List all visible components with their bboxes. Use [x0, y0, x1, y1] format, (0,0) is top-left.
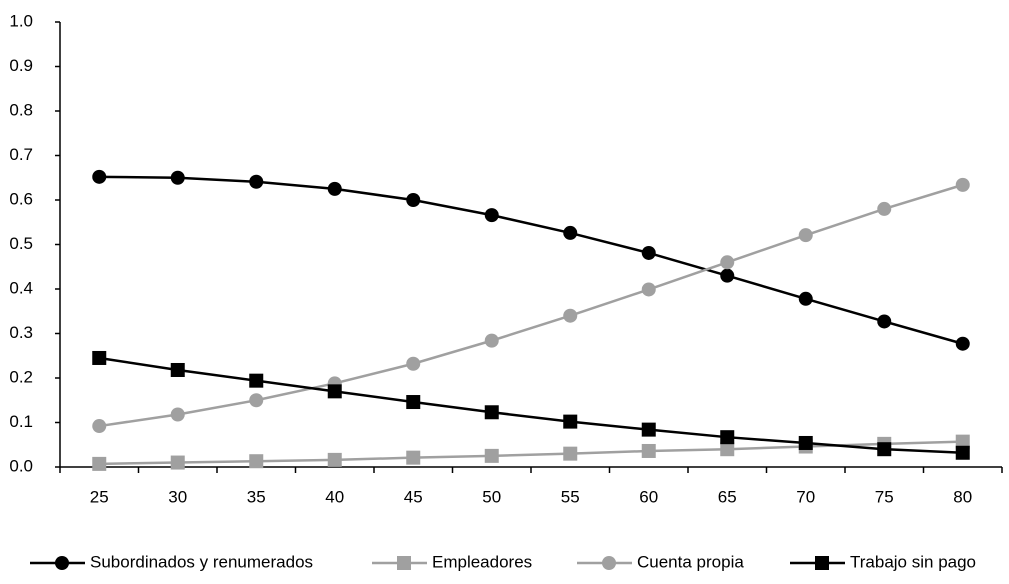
- x-tick-label: 75: [875, 487, 894, 506]
- data-point: [406, 193, 421, 207]
- data-point: [955, 336, 970, 351]
- x-tick-label: 70: [796, 487, 815, 506]
- y-tick-label: 0.1: [9, 412, 33, 431]
- y-tick-label: 0.5: [9, 234, 33, 253]
- data-point: [249, 174, 264, 189]
- data-point: [484, 333, 499, 348]
- series-line: [99, 183, 964, 428]
- data-point: [249, 454, 264, 469]
- y-tick-label: 0.7: [9, 145, 33, 164]
- x-tick-label: 25: [90, 487, 109, 506]
- x-tick-label: 50: [482, 487, 501, 506]
- data-point: [877, 201, 892, 216]
- y-tick-label: 0.3: [9, 323, 33, 342]
- series-line: [99, 440, 963, 466]
- data-point: [327, 181, 342, 196]
- series-line: [99, 356, 963, 455]
- x-tick-label: 80: [953, 487, 972, 506]
- x-tick-label: 45: [404, 487, 423, 506]
- data-point: [563, 225, 578, 240]
- data-point: [563, 308, 578, 323]
- legend-marker: [602, 556, 616, 570]
- data-point: [170, 362, 185, 377]
- data-point: [798, 228, 813, 243]
- x-tick-label: 55: [561, 487, 580, 506]
- legend-marker: [397, 556, 411, 570]
- y-tick-label: 0.0: [9, 456, 33, 475]
- data-point: [720, 255, 735, 270]
- data-point: [327, 452, 342, 467]
- data-point: [484, 448, 499, 463]
- data-point: [955, 445, 970, 460]
- data-point: [92, 169, 107, 184]
- y-tick-label: 0.6: [9, 189, 33, 208]
- data-point: [641, 422, 656, 437]
- data-point: [955, 177, 970, 192]
- data-point: [249, 393, 264, 408]
- x-tick-label: 35: [247, 487, 266, 506]
- legend-marker: [815, 556, 829, 570]
- data-point: [406, 356, 421, 371]
- data-point: [170, 170, 185, 185]
- data-point: [563, 446, 578, 461]
- data-point: [327, 384, 342, 399]
- data-point: [484, 405, 499, 420]
- y-tick-label: 1.0: [9, 11, 33, 30]
- data-point: [92, 419, 107, 434]
- legend-label: Cuenta propia: [637, 552, 744, 571]
- data-point: [720, 268, 735, 283]
- x-tick-label: 40: [325, 487, 344, 506]
- legend-label: Empleadores: [432, 552, 532, 571]
- legend-label: Subordinados y renumerados: [90, 552, 313, 571]
- data-point: [249, 373, 264, 388]
- data-point: [406, 450, 421, 465]
- data-point: [720, 430, 735, 445]
- y-tick-label: 0.8: [9, 100, 33, 119]
- x-tick-label: 65: [718, 487, 737, 506]
- data-point: [877, 442, 892, 457]
- x-tick-label: 60: [639, 487, 658, 506]
- y-tick-label: 0.9: [9, 56, 33, 75]
- x-tick-label: 30: [168, 487, 187, 506]
- data-point: [92, 456, 107, 471]
- data-point: [563, 414, 578, 429]
- data-point: [877, 314, 892, 329]
- data-point: [720, 442, 735, 457]
- y-tick-label: 0.4: [9, 278, 33, 297]
- series-line: [99, 175, 964, 345]
- data-point: [641, 245, 656, 260]
- data-point: [170, 455, 185, 470]
- legend-marker: [55, 556, 69, 570]
- data-point: [484, 208, 499, 223]
- data-point: [92, 350, 107, 365]
- legend-label: Trabajo sin pago: [850, 552, 976, 571]
- data-point: [641, 282, 656, 297]
- data-point: [955, 434, 970, 449]
- data-point: [170, 407, 185, 422]
- data-point: [641, 443, 656, 458]
- data-point: [406, 395, 421, 410]
- data-point: [798, 291, 813, 306]
- data-point: [798, 435, 813, 450]
- y-tick-label: 0.2: [9, 367, 33, 386]
